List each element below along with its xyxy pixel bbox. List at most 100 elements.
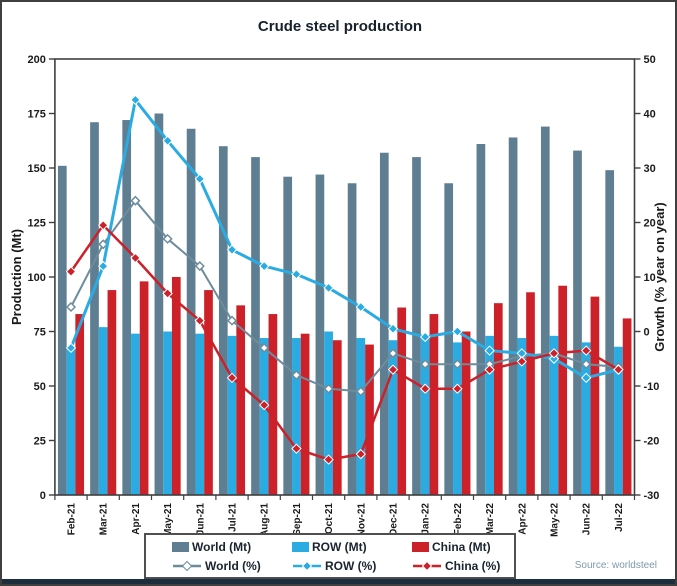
marker-china-Nov-21 bbox=[355, 448, 367, 460]
marker-china-Jul-22 bbox=[613, 364, 624, 375]
bar-china-Feb-22 bbox=[461, 331, 471, 495]
left-tick-label: 200 bbox=[28, 54, 46, 66]
bar-world-Aug-21 bbox=[251, 157, 260, 495]
bar-world-Jul-21 bbox=[218, 146, 228, 495]
marker-china-Apr-21 bbox=[130, 252, 141, 264]
bar-row-Jul-21 bbox=[227, 335, 237, 495]
marker-row-Sep-21 bbox=[291, 269, 302, 280]
marker-china-Jul-21 bbox=[226, 372, 238, 384]
marker-world-Aug-21 bbox=[259, 342, 270, 353]
bar-china-Jul-22 bbox=[622, 318, 632, 495]
marker-world-Jul-21 bbox=[226, 315, 238, 326]
left-tick-label: 125 bbox=[28, 218, 46, 230]
bar-world-Mar-22 bbox=[476, 144, 486, 495]
right-tick-label: -30 bbox=[644, 490, 660, 502]
bar-world-Feb-21 bbox=[57, 165, 67, 495]
marker-world-Feb-21 bbox=[65, 301, 77, 313]
marker-world-Jun-21 bbox=[194, 261, 205, 272]
x-label-Apr-22: Apr-22 bbox=[517, 503, 528, 535]
right-tick-label: 10 bbox=[644, 272, 656, 284]
legend-swatch-icon bbox=[292, 541, 309, 552]
x-label-Nov-21: Nov-21 bbox=[356, 503, 367, 537]
marker-world-Dec-21 bbox=[387, 348, 399, 359]
bar-world-Oct-21 bbox=[315, 174, 325, 496]
bar-row-Apr-21 bbox=[131, 333, 140, 495]
marker-row-Jan-22 bbox=[419, 331, 431, 343]
bar-row-Nov-21 bbox=[356, 338, 366, 495]
marker-row-Mar-22 bbox=[484, 345, 495, 356]
marker-world-May-21 bbox=[162, 233, 173, 244]
left-tick-label: 75 bbox=[34, 327, 46, 339]
right-tick-label: 40 bbox=[644, 109, 656, 121]
legend-item-china-: China (%) bbox=[390, 559, 510, 573]
bar-china-Mar-21 bbox=[107, 290, 117, 495]
legend-label: ROW (%) bbox=[325, 558, 377, 573]
marker-china-May-22 bbox=[548, 348, 560, 359]
legend-box: World (Mt) ROW (Mt) China (Mt) World (%) ROW… bbox=[144, 533, 516, 579]
legend-label: China (%) bbox=[445, 558, 501, 573]
bar-row-Feb-22 bbox=[453, 342, 462, 495]
marker-world-Feb-22 bbox=[452, 359, 463, 370]
bar-china-Jun-21 bbox=[204, 290, 213, 495]
bar-row-Jun-22 bbox=[581, 342, 591, 495]
legend-line-marker-icon bbox=[173, 560, 201, 571]
marker-world-Oct-21 bbox=[323, 383, 334, 394]
marker-world-Jan-22 bbox=[420, 359, 431, 370]
legend-item-world-mt-: World (Mt) bbox=[150, 540, 270, 554]
bar-china-May-22 bbox=[558, 285, 568, 495]
x-label-Oct-21: Oct-21 bbox=[324, 503, 335, 535]
bar-row-Oct-21 bbox=[324, 331, 333, 495]
bar-row-Jan-22 bbox=[420, 335, 430, 495]
marker-row-Nov-21 bbox=[355, 301, 367, 313]
right-tick-label: 50 bbox=[644, 54, 656, 66]
x-label-May-21: May-21 bbox=[163, 503, 174, 537]
right-tick-label: 0 bbox=[644, 327, 650, 339]
line-row bbox=[69, 98, 620, 380]
bar-row-Feb-21 bbox=[66, 346, 76, 495]
marker-china-Oct-21 bbox=[323, 454, 334, 465]
legend-label: World (%) bbox=[205, 558, 261, 573]
bar-row-Jun-21 bbox=[195, 333, 205, 495]
marker-china-Jun-22 bbox=[580, 345, 592, 356]
bar-china-Mar-22 bbox=[493, 303, 503, 495]
plot-area: 0 25 50 75 100 125 150 175 200 -30 -20 -10 0 10 20 30 40… bbox=[28, 54, 660, 537]
bar-china-Nov-21 bbox=[365, 344, 374, 495]
bar-world-Apr-22 bbox=[508, 137, 518, 496]
bar-world-Feb-22 bbox=[444, 183, 454, 495]
legend-label: World (Mt) bbox=[192, 539, 252, 554]
x-label-Aug-21: Aug-21 bbox=[260, 503, 271, 537]
legend-swatch-icon bbox=[412, 541, 429, 552]
x-label-Apr-21: Apr-21 bbox=[131, 503, 142, 535]
legend-item-china-mt-: China (Mt) bbox=[390, 540, 510, 554]
legend-item-row-: ROW (%) bbox=[270, 559, 390, 573]
bar-world-May-22 bbox=[540, 126, 550, 495]
right-axis-label: Growth (% year on year) bbox=[652, 202, 667, 352]
left-tick-label: 25 bbox=[34, 436, 46, 448]
bar-world-Sep-21 bbox=[283, 176, 293, 495]
marker-row-May-21 bbox=[162, 135, 173, 146]
bar-china-Dec-21 bbox=[397, 307, 407, 495]
marker-row-Feb-21 bbox=[65, 342, 77, 354]
legend-line-marker-icon bbox=[293, 560, 321, 571]
marker-row-May-22 bbox=[548, 353, 560, 364]
bar-china-May-21 bbox=[171, 277, 181, 495]
marker-world-Jun-22 bbox=[581, 359, 592, 370]
marker-world-Mar-21 bbox=[98, 239, 109, 250]
bar-world-Jun-22 bbox=[573, 150, 582, 495]
marker-china-Feb-22 bbox=[452, 383, 463, 394]
bar-row-May-22 bbox=[549, 335, 559, 495]
legend-label: ROW (Mt) bbox=[312, 539, 367, 554]
right-tick-label: 20 bbox=[644, 218, 656, 230]
bar-world-May-21 bbox=[154, 113, 164, 495]
marker-row-Jul-21 bbox=[226, 244, 238, 255]
bar-china-Jun-22 bbox=[590, 296, 600, 495]
marker-china-Feb-21 bbox=[65, 266, 77, 277]
left-tick-label: 0 bbox=[40, 490, 46, 502]
marker-row-Apr-21 bbox=[130, 94, 141, 106]
x-label-Jun-21: Jun-21 bbox=[195, 503, 206, 536]
marker-china-Sep-21 bbox=[291, 443, 302, 454]
bar-row-Sep-21 bbox=[292, 338, 301, 495]
marker-row-Jun-22 bbox=[580, 372, 592, 384]
